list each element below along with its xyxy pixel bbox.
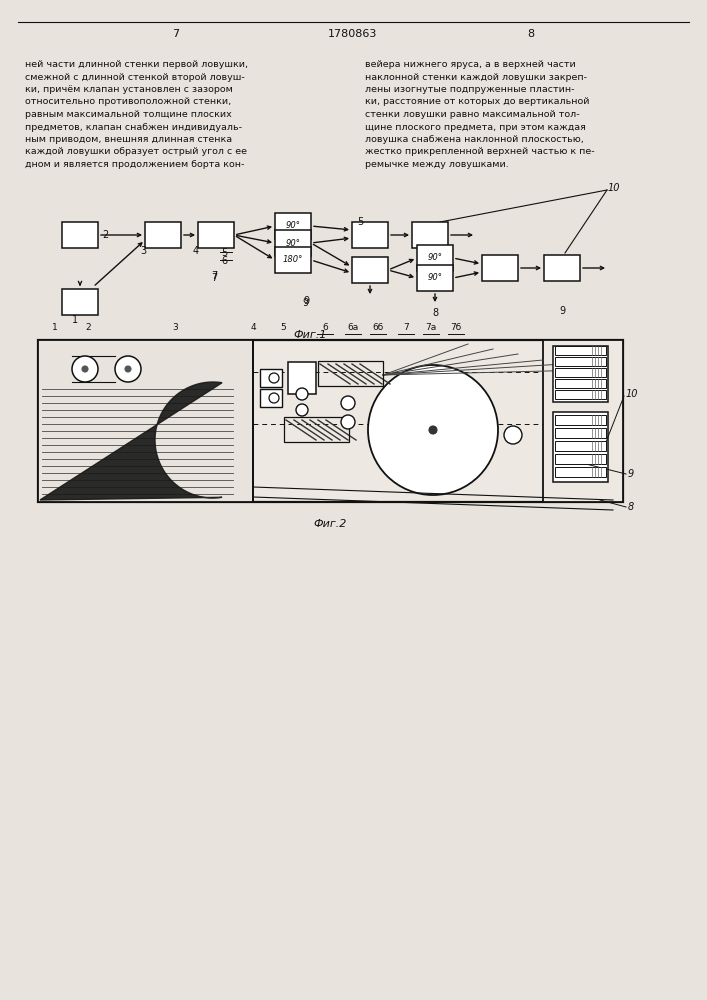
Circle shape — [341, 396, 355, 410]
Bar — [555, 415, 606, 425]
Bar — [275, 247, 311, 273]
Text: 10: 10 — [626, 389, 638, 399]
Text: Фиг.1: Фиг.1 — [293, 330, 327, 340]
Text: 8: 8 — [628, 502, 634, 512]
Text: 1: 1 — [72, 315, 78, 325]
Bar — [145, 222, 181, 248]
Bar — [555, 428, 606, 438]
Text: 6б: 6б — [373, 324, 384, 332]
Bar — [555, 454, 606, 464]
Bar — [38, 340, 623, 502]
Bar — [417, 265, 453, 291]
Text: 6a: 6a — [347, 324, 358, 332]
Bar — [198, 222, 234, 248]
Text: 5: 5 — [280, 324, 286, 332]
Bar — [352, 222, 388, 248]
Circle shape — [429, 426, 437, 434]
Circle shape — [504, 426, 522, 444]
Text: 10: 10 — [608, 183, 621, 193]
Circle shape — [368, 365, 498, 495]
Text: 7а: 7а — [426, 324, 437, 332]
Text: 9: 9 — [628, 469, 634, 479]
Circle shape — [269, 373, 279, 383]
Bar — [417, 245, 453, 271]
Text: 7: 7 — [173, 29, 180, 39]
Text: 4: 4 — [193, 246, 199, 256]
Text: 1780863: 1780863 — [328, 29, 378, 39]
Bar — [555, 368, 606, 377]
Text: 90°: 90° — [286, 222, 300, 231]
Circle shape — [72, 356, 98, 382]
Text: 2: 2 — [102, 230, 108, 240]
Bar — [284, 417, 349, 442]
Bar — [553, 412, 608, 482]
Bar — [553, 346, 608, 402]
Bar — [275, 213, 311, 239]
Circle shape — [125, 366, 131, 372]
Text: 7: 7 — [211, 273, 217, 283]
Text: 9: 9 — [303, 296, 309, 306]
Text: 9: 9 — [559, 306, 565, 316]
Bar — [288, 362, 316, 394]
Bar — [62, 289, 98, 315]
Bar — [62, 222, 98, 248]
Text: 5: 5 — [221, 248, 227, 258]
Circle shape — [82, 366, 88, 372]
Text: 8: 8 — [432, 308, 438, 318]
Bar — [555, 467, 606, 477]
Bar — [555, 441, 606, 451]
Circle shape — [115, 356, 141, 382]
Circle shape — [296, 388, 308, 400]
Text: вейера нижнего яруса, а в верхней части
наклонной стенки каждой ловушки закреп-
: вейера нижнего яруса, а в верхней части … — [365, 60, 595, 169]
Bar — [543, 340, 623, 502]
Bar — [555, 390, 606, 399]
Bar — [555, 346, 606, 355]
Bar — [352, 257, 388, 283]
Text: ней части длинной стенки первой ловушки,
смежной с длинной стенкой второй ловуш-: ней части длинной стенки первой ловушки,… — [25, 60, 248, 169]
Polygon shape — [40, 382, 222, 500]
Bar — [38, 340, 253, 502]
Bar — [555, 379, 606, 388]
Text: 90°: 90° — [286, 238, 300, 247]
Text: 7: 7 — [211, 271, 217, 281]
Text: 8: 8 — [527, 29, 534, 39]
Text: 7: 7 — [403, 324, 409, 332]
Text: 4: 4 — [250, 324, 256, 332]
Bar — [544, 255, 580, 281]
Text: 1: 1 — [52, 324, 58, 332]
Bar — [482, 255, 518, 281]
Text: 180°: 180° — [283, 255, 303, 264]
Text: 90°: 90° — [428, 273, 443, 282]
Text: 3: 3 — [140, 246, 146, 256]
Bar — [412, 222, 448, 248]
Text: 2: 2 — [85, 324, 90, 332]
Bar — [275, 230, 311, 256]
Bar — [555, 357, 606, 366]
Circle shape — [341, 415, 355, 429]
Text: 3: 3 — [172, 324, 178, 332]
Text: 6: 6 — [322, 324, 328, 332]
Circle shape — [296, 404, 308, 416]
Text: 90°: 90° — [428, 253, 443, 262]
Text: 7б: 7б — [450, 324, 462, 332]
Bar — [260, 389, 282, 407]
Bar — [260, 369, 282, 387]
Bar — [318, 361, 383, 386]
Text: Фиг.2: Фиг.2 — [313, 519, 346, 529]
Text: 9: 9 — [302, 298, 308, 308]
Text: 5: 5 — [357, 217, 363, 227]
Circle shape — [269, 393, 279, 403]
Text: 6: 6 — [221, 256, 227, 266]
